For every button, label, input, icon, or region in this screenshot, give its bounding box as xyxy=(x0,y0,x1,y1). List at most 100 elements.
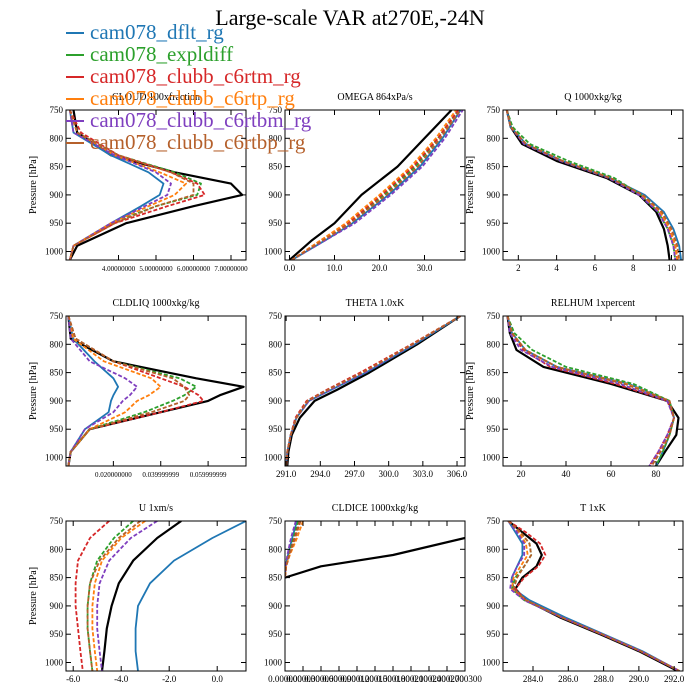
legend-item: cam078_dflt_rg xyxy=(66,20,224,44)
panel-title: CLDICE 1000xkg/kg xyxy=(332,503,418,514)
x-tick-label: 7.00000000 xyxy=(214,265,248,273)
plot-background xyxy=(66,521,246,671)
x-tick-label: 0.000180 xyxy=(376,674,410,684)
x-tick-label: 0.039999999 xyxy=(142,471,179,479)
series-line-cam078_clubb_c6rtbp_rg xyxy=(86,521,141,671)
legend-item: cam078_clubb_c6rtbp_rg xyxy=(66,130,306,154)
y-tick-label: 850 xyxy=(487,573,501,583)
y-tick-label: 900 xyxy=(50,190,64,200)
y-tick-label: 850 xyxy=(269,368,283,378)
y-tick-label: 750 xyxy=(50,105,64,115)
y-tick-label: 750 xyxy=(50,311,64,321)
x-tick-label: -6.0 xyxy=(66,674,81,684)
x-tick-label: 0.000300 xyxy=(448,674,482,684)
y-tick-label: 750 xyxy=(50,516,64,526)
x-tick-label: 306.0 xyxy=(447,469,468,479)
y-tick-label: 950 xyxy=(269,629,283,639)
legend-item: cam078_clubb_c6rtm_rg xyxy=(66,64,301,88)
y-tick-label: 750 xyxy=(487,311,501,321)
y-tick-label: 900 xyxy=(269,396,283,406)
x-tick-label: 294.0 xyxy=(310,469,331,479)
legend-label: cam078_clubb_c6rtbm_rg xyxy=(90,108,312,132)
y-tick-label: 850 xyxy=(269,573,283,583)
x-tick-label: 0.000150 xyxy=(358,674,392,684)
x-tick-label: 0.000270 xyxy=(430,674,464,684)
x-tick-label: 0.000240 xyxy=(412,674,446,684)
series-line-obs xyxy=(285,536,465,579)
y-tick-label: 950 xyxy=(487,218,501,228)
y-tick-label: 1000 xyxy=(264,453,283,463)
y-tick-label: 800 xyxy=(269,133,283,143)
panel-8: 750 800 850 900 950 1000 284.0 286.0 288.0 290.0 2… xyxy=(482,503,685,684)
y-tick-label: 800 xyxy=(50,339,64,349)
panel-title: U 1xm/s xyxy=(139,503,173,514)
series-line-cam078_clubb_c6rtp_rg xyxy=(285,521,304,578)
series-group xyxy=(507,521,680,671)
y-tick-label: 950 xyxy=(50,424,64,434)
series-group xyxy=(506,316,680,466)
series-line-cam078_clubb_c6rtm_rg xyxy=(68,110,206,260)
legend-label: cam078_clubb_c6rtbp_rg xyxy=(90,130,306,154)
plot-background xyxy=(503,110,683,260)
series-line-cam078_clubb_c6rtbp_rg xyxy=(291,110,462,260)
series-line-cam078_clubb_c6rtbp_rg xyxy=(285,316,461,466)
x-tick-label: 0.059999999 xyxy=(190,471,227,479)
y-tick-label: 750 xyxy=(487,516,501,526)
series-line-cam078_clubb_c6rtbm_rg xyxy=(67,316,139,466)
x-tick-label: 60 xyxy=(607,469,617,479)
legend-item: cam078_expldiff xyxy=(66,42,233,66)
y-tick-label: 900 xyxy=(50,396,64,406)
x-tick-label: 300.0 xyxy=(379,469,400,479)
x-tick-label: 0.000060 xyxy=(304,674,338,684)
y-tick-label: 900 xyxy=(269,601,283,611)
plot-background xyxy=(503,316,683,466)
plot-background xyxy=(285,316,465,466)
plot-frame xyxy=(502,109,684,261)
panel-3: 750 800 850 900 950 1000 0.020000000 0.03999999… xyxy=(28,298,247,479)
series-line-cam078_clubb_c6rtm_rg xyxy=(291,110,460,260)
series-line-cam078_clubb_c6rtbm_rg xyxy=(96,521,158,671)
legend-label: cam078_clubb_c6rtp_rg xyxy=(90,86,295,110)
y-tick-label: 800 xyxy=(50,133,64,143)
series-line-cam078_clubb_c6rtp_rg xyxy=(291,110,457,260)
x-tick-label: -4.0 xyxy=(114,674,129,684)
series-line-cam078_clubb_c6rtp_rg xyxy=(91,521,146,671)
y-tick-label: 850 xyxy=(50,162,64,172)
panel-title: CLOUD 100xfraction xyxy=(112,92,200,103)
x-tick-label: 0.000210 xyxy=(394,674,428,684)
series-line-cam078_clubb_c6rtbm_rg xyxy=(506,316,675,466)
x-tick-label: 0.000120 xyxy=(340,674,374,684)
series-line-cam078_clubb_c6rtm_rg xyxy=(74,521,110,671)
y-tick-label: 850 xyxy=(50,573,64,583)
series-group xyxy=(68,110,244,260)
series-group xyxy=(288,110,464,260)
series-line-cam078_clubb_c6rtbm_rg xyxy=(505,110,677,260)
series-line-cam078_clubb_c6rtbp_rg xyxy=(68,110,195,260)
x-tick-label: -2.0 xyxy=(162,674,177,684)
y-tick-label: 950 xyxy=(487,629,501,639)
series-line-cam078_clubb_c6rtbp_rg xyxy=(67,316,191,466)
legend-label: cam078_clubb_c6rtm_rg xyxy=(90,64,301,88)
y-axis-label: Pressure [hPa] xyxy=(28,567,39,625)
y-tick-label: 1000 xyxy=(45,453,64,463)
x-tick-label: 5.00000000 xyxy=(139,265,173,273)
series-line-cam078_expldiff xyxy=(67,316,198,466)
x-tick-label: 20.0 xyxy=(372,263,388,273)
y-tick-label: 900 xyxy=(487,396,501,406)
y-tick-label: 1000 xyxy=(45,658,64,668)
y-tick-label: 800 xyxy=(487,544,501,554)
plot-frame xyxy=(502,520,684,672)
x-tick-label: 0.000000 xyxy=(268,674,302,684)
series-group xyxy=(285,316,462,466)
series-line-cam078_clubb_c6rtp_rg xyxy=(67,316,162,466)
y-axis-label: Pressure [hPa] xyxy=(28,362,39,420)
series-line-obs xyxy=(68,110,244,260)
x-tick-label: 40 xyxy=(562,469,572,479)
y-tick-label: 950 xyxy=(269,218,283,228)
y-axis-label: Pressure [hPa] xyxy=(28,156,39,214)
y-tick-label: 800 xyxy=(269,339,283,349)
x-tick-label: 20 xyxy=(517,469,527,479)
x-tick-label: 286.0 xyxy=(558,674,579,684)
x-tick-label: 10.0 xyxy=(327,263,343,273)
